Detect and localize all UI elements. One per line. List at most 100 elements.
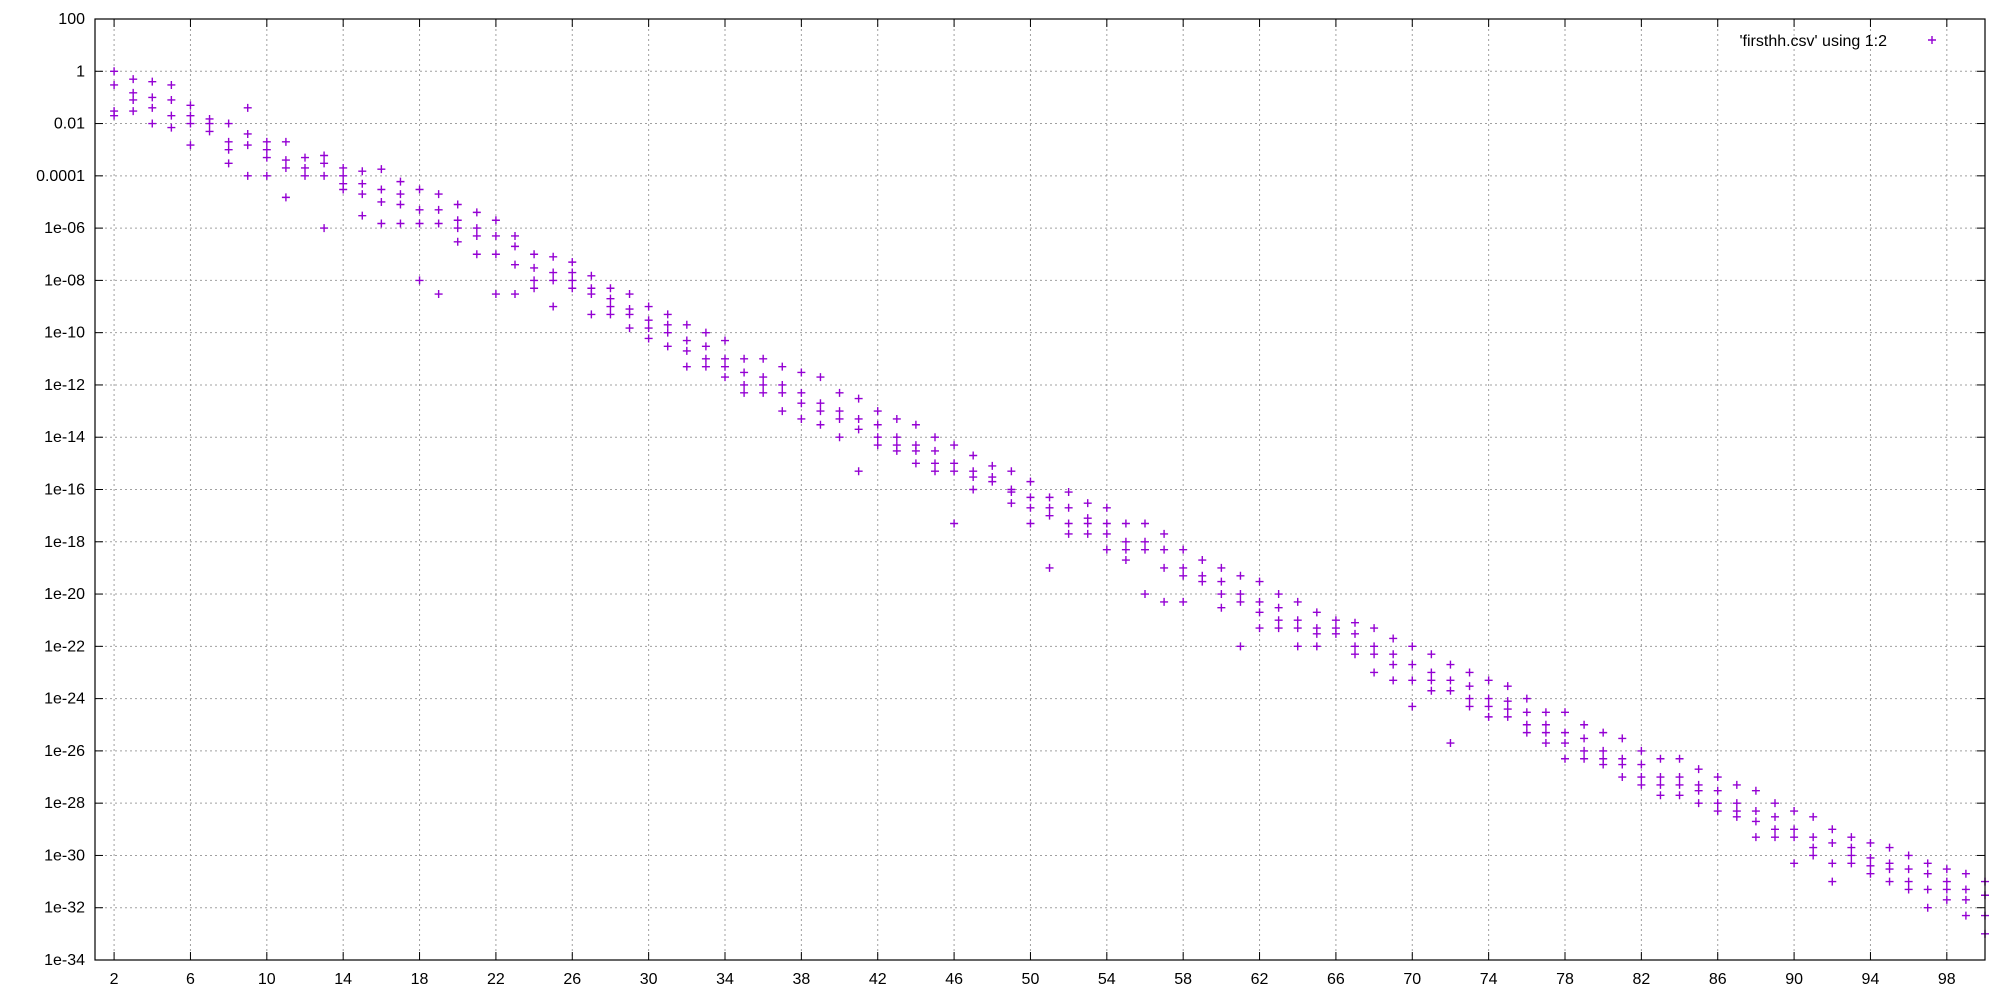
data-point xyxy=(1751,817,1760,826)
data-point xyxy=(1751,786,1760,795)
data-point xyxy=(854,394,863,403)
data-point xyxy=(1885,877,1894,886)
data-point xyxy=(1637,746,1646,755)
data-point xyxy=(568,268,577,277)
data-point xyxy=(472,231,481,240)
y-tick-label: 1e-34 xyxy=(44,952,85,969)
data-point xyxy=(1083,499,1092,508)
data-point xyxy=(530,284,539,293)
data-point xyxy=(339,171,348,180)
data-point xyxy=(1217,563,1226,572)
data-point xyxy=(472,224,481,233)
data-point xyxy=(1427,676,1436,685)
y-tick-label: 1e-28 xyxy=(44,795,85,812)
x-tick-label: 90 xyxy=(1785,971,1803,988)
data-point xyxy=(1370,650,1379,659)
data-point xyxy=(1007,467,1016,476)
data-point xyxy=(587,271,596,280)
data-point xyxy=(301,163,309,172)
y-tick-label: 1e-26 xyxy=(44,743,85,760)
data-point xyxy=(377,165,386,174)
x-tick-label: 38 xyxy=(792,971,810,988)
data-point xyxy=(1580,746,1589,755)
data-point xyxy=(1045,503,1054,512)
data-point xyxy=(1484,694,1493,703)
x-tick-label: 74 xyxy=(1480,971,1498,988)
data-point xyxy=(186,141,195,150)
data-point xyxy=(1618,773,1627,782)
data-point xyxy=(1732,799,1741,808)
data-point xyxy=(167,123,176,132)
data-point xyxy=(1351,618,1359,627)
y-axis: 100 1 0.01 0.0001 1e-06 1e-08 1e-10 1e-12 1e-14 1… xyxy=(36,11,1985,969)
data-point xyxy=(434,205,443,214)
data-point xyxy=(1484,702,1493,711)
data-point xyxy=(606,294,615,303)
data-point xyxy=(1026,493,1035,502)
data-point xyxy=(950,441,959,450)
data-point xyxy=(892,441,901,450)
data-point xyxy=(606,310,615,319)
data-point xyxy=(701,362,710,371)
data-point xyxy=(873,420,882,429)
data-point xyxy=(1866,853,1875,862)
data-point xyxy=(1809,833,1818,842)
data-point xyxy=(1828,825,1837,834)
data-point xyxy=(205,127,214,136)
data-point xyxy=(415,185,424,194)
data-point xyxy=(988,461,997,470)
data-point xyxy=(759,380,768,389)
data-point xyxy=(663,342,672,351)
y-tick-label: 1e-10 xyxy=(44,325,85,342)
data-point xyxy=(491,250,500,259)
data-point xyxy=(472,208,481,217)
data-point xyxy=(1179,563,1188,572)
data-point xyxy=(701,328,710,337)
data-point xyxy=(339,163,348,172)
data-point xyxy=(1446,686,1455,695)
data-point xyxy=(892,433,901,442)
data-point xyxy=(1446,660,1455,669)
y-tick-label: 0.01 xyxy=(54,116,85,133)
data-point xyxy=(243,141,252,150)
data-point xyxy=(148,93,157,102)
data-point xyxy=(1121,537,1130,546)
y-tick-label: 1e-20 xyxy=(44,586,85,603)
data-point xyxy=(1064,488,1073,497)
data-point xyxy=(721,354,729,363)
data-point xyxy=(1541,728,1550,737)
data-point xyxy=(1484,712,1493,721)
data-point xyxy=(587,310,596,319)
data-point xyxy=(911,446,920,455)
data-point xyxy=(358,179,367,188)
data-point xyxy=(644,324,653,333)
data-point xyxy=(1580,720,1589,729)
data-point xyxy=(1179,571,1188,580)
data-point xyxy=(1866,861,1875,870)
data-point xyxy=(1465,668,1474,677)
x-tick-label: 62 xyxy=(1251,971,1269,988)
data-point xyxy=(358,211,367,220)
data-point xyxy=(1503,697,1512,706)
data-point xyxy=(1064,519,1073,528)
legend-label: 'firsthh.csv' using 1:2 xyxy=(1739,33,1887,50)
data-point xyxy=(1561,708,1569,717)
data-point xyxy=(110,80,119,89)
data-point xyxy=(301,171,309,180)
data-point xyxy=(682,336,691,345)
data-point xyxy=(1866,869,1875,878)
data-point xyxy=(988,477,997,486)
data-point xyxy=(1331,629,1340,638)
data-point xyxy=(663,320,672,329)
data-point xyxy=(1637,780,1646,789)
data-point xyxy=(1370,668,1379,677)
x-tick-label: 46 xyxy=(945,971,963,988)
data-point xyxy=(453,200,462,209)
data-point xyxy=(358,167,367,176)
data-point xyxy=(1961,869,1970,878)
data-point xyxy=(1885,843,1894,852)
data-point xyxy=(835,414,844,423)
data-point xyxy=(740,354,749,363)
data-point xyxy=(110,67,119,76)
data-point xyxy=(1370,642,1379,651)
